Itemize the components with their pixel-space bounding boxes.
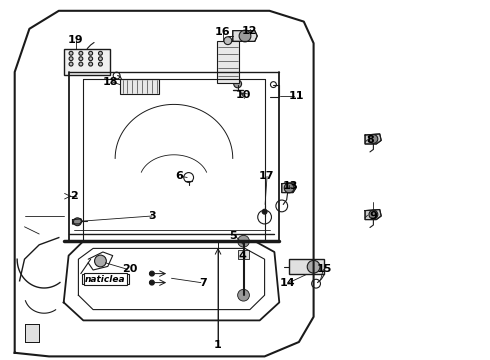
Circle shape [369, 210, 378, 219]
Circle shape [307, 260, 320, 273]
Text: 14: 14 [279, 278, 295, 288]
Circle shape [95, 255, 106, 267]
Text: 9: 9 [369, 211, 377, 221]
Polygon shape [73, 219, 82, 224]
Circle shape [224, 37, 232, 45]
Text: 11: 11 [289, 91, 304, 102]
Circle shape [79, 57, 83, 60]
Text: 12: 12 [242, 26, 258, 36]
Text: 2: 2 [70, 191, 77, 201]
Circle shape [234, 80, 242, 88]
Text: 6: 6 [175, 171, 183, 181]
Polygon shape [24, 324, 39, 342]
Circle shape [369, 135, 378, 143]
Circle shape [69, 57, 73, 60]
Bar [82, 274, 128, 284]
Circle shape [98, 57, 102, 60]
Circle shape [98, 62, 102, 66]
Bar [217, 41, 239, 83]
Bar [238, 250, 249, 259]
Circle shape [262, 209, 267, 214]
Text: 4: 4 [239, 251, 246, 261]
Text: 20: 20 [122, 264, 138, 274]
Polygon shape [365, 210, 381, 220]
Circle shape [89, 51, 93, 55]
Circle shape [239, 30, 251, 42]
Text: 3: 3 [148, 211, 156, 221]
Circle shape [69, 62, 73, 66]
Circle shape [74, 218, 81, 226]
Text: 17: 17 [258, 171, 274, 181]
Text: 15: 15 [317, 264, 333, 274]
Polygon shape [365, 134, 381, 144]
Circle shape [69, 51, 73, 55]
Circle shape [284, 183, 294, 193]
Circle shape [238, 235, 249, 247]
Circle shape [238, 289, 249, 301]
Text: 18: 18 [103, 77, 119, 87]
Text: 7: 7 [199, 278, 207, 288]
Polygon shape [282, 183, 296, 193]
Polygon shape [233, 31, 257, 41]
Circle shape [89, 62, 93, 66]
Text: 10: 10 [236, 90, 251, 100]
Circle shape [79, 62, 83, 66]
Text: 13: 13 [282, 181, 298, 192]
Text: 19: 19 [68, 35, 84, 45]
Bar [64, 49, 110, 75]
Circle shape [98, 51, 102, 55]
Text: 16: 16 [215, 27, 231, 37]
Bar [289, 259, 324, 274]
Text: naticlea: naticlea [85, 274, 125, 284]
Circle shape [149, 280, 154, 285]
Text: 5: 5 [229, 231, 237, 241]
Text: 1: 1 [214, 340, 222, 350]
Bar [120, 79, 159, 94]
Text: 8: 8 [366, 135, 374, 145]
Circle shape [89, 57, 93, 60]
Circle shape [79, 51, 83, 55]
Circle shape [149, 271, 154, 276]
